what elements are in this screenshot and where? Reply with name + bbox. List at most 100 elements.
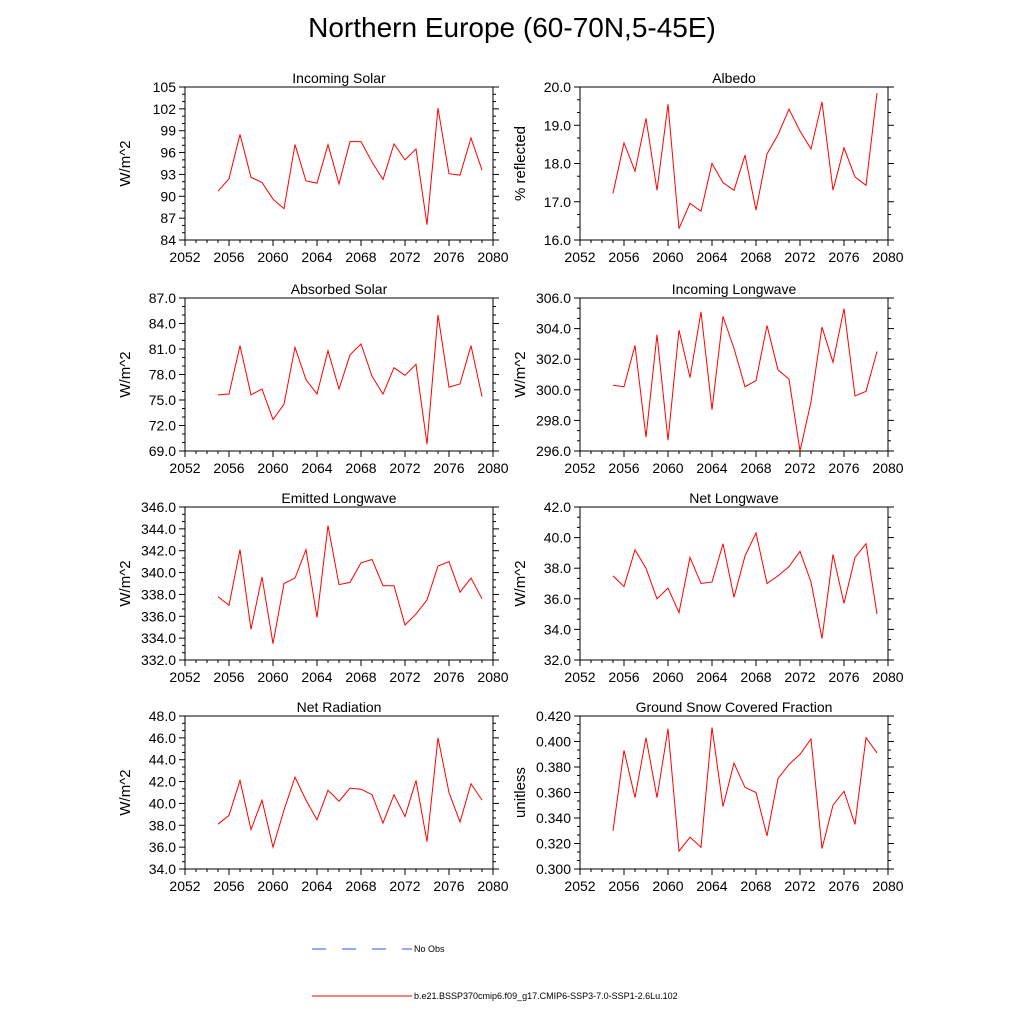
x-tick-label: 2080: [872, 669, 903, 685]
x-tick-label: 2056: [608, 249, 639, 265]
x-tick-label: 2072: [784, 669, 815, 685]
y-tick-label: 17.0: [544, 194, 571, 210]
y-tick-label: 16.0: [544, 232, 571, 248]
y-tick-label: 298.0: [536, 412, 571, 428]
y-tick-label: 332.0: [141, 652, 176, 668]
y-tick-label: 84: [160, 232, 176, 248]
x-tick-label: 2068: [740, 878, 771, 894]
y-tick-label: 102: [153, 101, 177, 117]
chart-panel-1: Incoming Solar W/m^2 84 87 90 93 96 99 102 105 205…: [117, 70, 509, 265]
y-tick-label: 48.0: [149, 708, 176, 724]
y-tick-label: 19.0: [544, 117, 571, 133]
legend: No Obs b.e21.BSSP370cmip6.f09_g17.CMIP6-…: [312, 944, 678, 1001]
y-tick-label: 340.0: [141, 565, 176, 581]
y-tick-label: 36.0: [544, 591, 571, 607]
x-tick-label: 2072: [784, 460, 815, 476]
y-axis-label: W/m^2: [512, 351, 529, 397]
y-tick-label: 78.0: [149, 367, 176, 383]
x-tick-label: 2076: [433, 669, 464, 685]
x-tick-label: 2068: [345, 249, 376, 265]
x-tick-label: 2080: [477, 669, 508, 685]
x-tick-label: 2068: [740, 460, 771, 476]
y-tick-label: 342.0: [141, 543, 176, 559]
y-tick-label: 42.0: [149, 774, 176, 790]
x-tick-label: 2060: [652, 460, 683, 476]
panel-title: Net Longwave: [689, 490, 779, 506]
y-tick-label: 90: [160, 188, 176, 204]
plot-frame: [579, 86, 889, 241]
legend-obs-label: No Obs: [414, 944, 445, 954]
y-tick-label: 81.0: [149, 341, 176, 357]
panel-title: Absorbed Solar: [291, 281, 388, 297]
y-tick-label: 306.0: [536, 290, 571, 306]
y-tick-label: 20.0: [544, 79, 571, 95]
series-line-1: [612, 531, 878, 639]
series-line-1: [217, 314, 483, 445]
x-tick-label: 2072: [389, 460, 420, 476]
x-tick-label: 2056: [608, 669, 639, 685]
x-tick-label: 2064: [696, 249, 727, 265]
y-tick-label: 0.300: [536, 861, 571, 877]
x-tick-label: 2076: [828, 878, 859, 894]
y-tick-label: 84.0: [149, 316, 176, 332]
chart-panels: Incoming Solar W/m^2 84 87 90 93 96 99 102 105 205…: [117, 70, 904, 894]
x-tick-label: 2056: [213, 460, 244, 476]
y-tick-label: 0.400: [536, 734, 571, 750]
y-tick-label: 338.0: [141, 586, 176, 602]
chart-panel-7: Net Radiation W/m^2 34.0 36.0 38.0 40.0 42.0 44…: [117, 699, 509, 894]
panel-title: Ground Snow Covered Fraction: [636, 699, 833, 715]
series-line-1: [612, 727, 878, 853]
x-tick-label: 2052: [564, 460, 595, 476]
y-tick-label: 334.0: [141, 630, 176, 646]
chart-panel-8: Ground Snow Covered Fraction unitless 0.30…: [512, 699, 904, 894]
chart-panel-4: Incoming Longwave W/m^2 296.0 298.0 300.0 302…: [512, 281, 904, 476]
x-tick-label: 2064: [696, 878, 727, 894]
series-line-1: [217, 737, 483, 850]
x-tick-label: 2068: [740, 249, 771, 265]
y-tick-label: 346.0: [141, 499, 176, 515]
x-tick-label: 2076: [433, 878, 464, 894]
x-tick-label: 2064: [696, 460, 727, 476]
x-tick-label: 2068: [345, 878, 376, 894]
figure-title: Northern Europe (60-70N,5-45E): [308, 12, 716, 43]
x-tick-label: 2072: [389, 669, 420, 685]
y-tick-label: 105: [153, 79, 177, 95]
legend-model-label: b.e21.BSSP370cmip6.f09_g17.CMIP6-SSP3-7.…: [414, 991, 678, 1001]
x-tick-label: 2060: [652, 669, 683, 685]
y-axis-label: % reflected: [512, 126, 529, 201]
x-tick-label: 2080: [872, 460, 903, 476]
x-tick-label: 2056: [213, 878, 244, 894]
y-tick-label: 296.0: [536, 443, 571, 459]
x-tick-label: 2060: [652, 249, 683, 265]
x-tick-label: 2052: [564, 878, 595, 894]
y-tick-label: 40.0: [544, 530, 571, 546]
y-tick-label: 0.420: [536, 708, 571, 724]
x-tick-label: 2080: [477, 460, 508, 476]
chart-panel-6: Net Longwave W/m^2 32.0 34.0 36.0 38.0 40.0 42.…: [512, 490, 904, 685]
y-axis-label: unitless: [512, 767, 529, 818]
x-tick-label: 2060: [257, 878, 288, 894]
y-tick-label: 0.380: [536, 759, 571, 775]
x-tick-label: 2060: [257, 249, 288, 265]
y-tick-label: 40.0: [149, 795, 176, 811]
y-tick-label: 34.0: [544, 621, 571, 637]
x-tick-label: 2068: [345, 669, 376, 685]
x-tick-label: 2080: [872, 249, 903, 265]
x-tick-label: 2056: [213, 669, 244, 685]
y-tick-label: 72.0: [149, 418, 176, 434]
panel-title: Incoming Longwave: [672, 281, 797, 297]
y-tick-label: 34.0: [149, 861, 176, 877]
y-tick-label: 96: [160, 145, 176, 161]
x-tick-label: 2052: [564, 249, 595, 265]
y-axis-label: W/m^2: [512, 560, 529, 606]
x-tick-label: 2052: [169, 669, 200, 685]
y-tick-label: 302.0: [536, 351, 571, 367]
panel-title: Net Radiation: [297, 699, 382, 715]
x-tick-label: 2060: [652, 878, 683, 894]
x-tick-label: 2052: [169, 249, 200, 265]
x-tick-label: 2080: [872, 878, 903, 894]
chart-panel-5: Emitted Longwave W/m^2 332.0 334.0 336.0 338.…: [117, 490, 509, 685]
plot-frame: [579, 715, 889, 870]
x-tick-label: 2064: [301, 878, 332, 894]
x-tick-label: 2068: [345, 460, 376, 476]
